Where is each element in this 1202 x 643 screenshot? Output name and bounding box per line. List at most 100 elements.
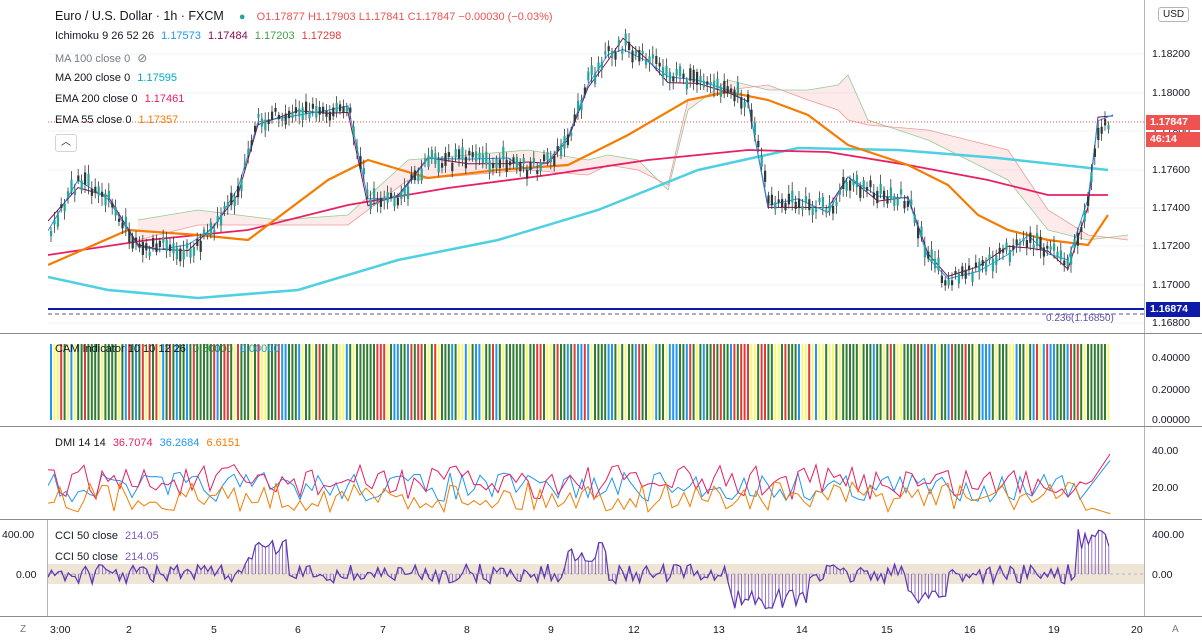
- candle-body: [849, 180, 852, 191]
- candle-body: [420, 168, 423, 181]
- candle-body: [1053, 243, 1056, 251]
- price-chart-pane[interactable]: [48, 0, 1144, 333]
- currency-badge[interactable]: USD: [1158, 7, 1190, 22]
- cci-left-tick: 0.00: [16, 569, 37, 581]
- auto-scale-button[interactable]: A: [1172, 624, 1179, 635]
- cam-bar: [638, 344, 641, 420]
- candle-body: [832, 205, 835, 214]
- cam-bar: [437, 344, 440, 420]
- candle-body: [441, 163, 444, 168]
- candle-body: [862, 180, 865, 191]
- cam-bar: [260, 344, 263, 420]
- time-axis[interactable]: [0, 617, 1202, 643]
- candle-body: [927, 251, 930, 259]
- candle-body: [155, 243, 158, 252]
- candle-body: [998, 247, 1001, 254]
- cam-bar: [362, 344, 365, 420]
- candle-body: [87, 173, 90, 186]
- candle-body: [1056, 251, 1059, 258]
- cam-bar: [386, 344, 389, 420]
- cam-bar: [594, 344, 596, 420]
- candle-body: [230, 192, 233, 205]
- candle-body: [594, 73, 597, 84]
- cam-bar: [529, 344, 532, 420]
- candle-body: [968, 265, 971, 270]
- cam-bar: [597, 344, 600, 420]
- candle-body: [308, 110, 311, 119]
- candle-body: [373, 188, 376, 199]
- price-chart-svg[interactable]: [48, 0, 1144, 333]
- ichimoku-label: Ichimoku 9 26 52 26: [55, 30, 155, 42]
- time-zone-button[interactable]: Z: [20, 624, 27, 635]
- eye-hidden-icon[interactable]: ⊘: [137, 51, 148, 65]
- cam-bar: [271, 344, 273, 420]
- candle-body: [556, 146, 559, 151]
- ma100-legend[interactable]: MA 100 close 0 ⊘: [55, 51, 151, 65]
- candle-body: [396, 197, 399, 206]
- ichimoku-legend[interactable]: Ichimoku 9 26 52 26 1.17573 1.17484 1.17…: [55, 30, 345, 42]
- candle-body: [716, 78, 719, 89]
- cam-scale[interactable]: [1144, 334, 1202, 426]
- cam-bar: [668, 344, 671, 420]
- pane-separator[interactable]: [0, 426, 1202, 427]
- cci-label: CCI 50 close: [55, 551, 118, 563]
- cam-indicator-pane[interactable]: [48, 334, 1144, 426]
- candle-body: [852, 179, 855, 186]
- cam-legend[interactable]: CAM Indicator 10 10 12 26 0.50000 0.0000…: [55, 343, 284, 355]
- candle-body: [804, 196, 807, 204]
- cci-scale[interactable]: [1144, 520, 1202, 616]
- candle-body: [920, 226, 923, 237]
- cci-legend-1[interactable]: CCI 50 close 214.05: [55, 530, 163, 542]
- cam-bar: [815, 344, 817, 420]
- dmi-pane[interactable]: [48, 427, 1144, 519]
- cam-indicator-svg[interactable]: [48, 334, 1144, 426]
- candle-body: [570, 132, 573, 136]
- candle-body: [352, 126, 355, 138]
- dmi-scale[interactable]: [1144, 427, 1202, 519]
- candle-body: [158, 240, 161, 247]
- candle-body: [400, 191, 403, 199]
- ema200-legend[interactable]: EMA 200 close 0 1.17461: [55, 93, 188, 105]
- cci-legend-2[interactable]: CCI 50 close 214.05: [55, 551, 163, 563]
- candle-body: [1015, 239, 1018, 246]
- cci-pane[interactable]: [48, 520, 1144, 616]
- time-label: 13: [713, 624, 725, 636]
- candle-body: [529, 162, 532, 170]
- cam-bar: [400, 344, 403, 420]
- candle-body: [617, 39, 620, 46]
- candle-body: [107, 190, 110, 199]
- cam-bar: [481, 344, 484, 420]
- pane-separator[interactable]: [0, 519, 1202, 520]
- cam-bar: [101, 344, 103, 420]
- candle-body: [944, 280, 947, 286]
- candle-body: [583, 87, 586, 95]
- collapse-legend-button[interactable]: ︿: [55, 134, 77, 152]
- price-scale[interactable]: [1144, 0, 1202, 333]
- cci-left-scale[interactable]: [0, 520, 48, 616]
- cam-bar: [305, 344, 307, 420]
- cam-bar: [186, 344, 188, 420]
- candle-body: [345, 107, 348, 112]
- candle-body: [254, 125, 257, 133]
- pane-separator[interactable]: [0, 333, 1202, 334]
- price-tick: 1.18000: [1152, 87, 1190, 99]
- dmi-svg[interactable]: [48, 427, 1144, 519]
- cam-bar: [114, 344, 117, 420]
- cam-bar: [662, 344, 664, 420]
- cam-bar: [97, 344, 100, 420]
- candle-body: [546, 151, 549, 161]
- cam-bar: [107, 344, 110, 420]
- candle-body: [478, 152, 481, 159]
- candle-body: [179, 248, 182, 262]
- ma200-legend[interactable]: MA 200 close 0 1.17595: [55, 72, 181, 84]
- candle-body: [689, 68, 692, 81]
- cci-svg[interactable]: [48, 520, 1144, 616]
- cam-bar: [1070, 344, 1072, 420]
- cam-bar: [509, 344, 511, 420]
- ema55-label: EMA 55 close 0: [55, 114, 132, 126]
- candle-body: [502, 146, 505, 160]
- symbol-title[interactable]: Euro / U.S. Dollar · 1h · FXCM: [55, 9, 224, 23]
- dmi-legend[interactable]: DMI 14 14 36.7074 36.2684 6.6151: [55, 437, 244, 449]
- time-label: 16: [964, 624, 976, 636]
- ema55-legend[interactable]: EMA 55 close 0 1.17357: [55, 114, 182, 126]
